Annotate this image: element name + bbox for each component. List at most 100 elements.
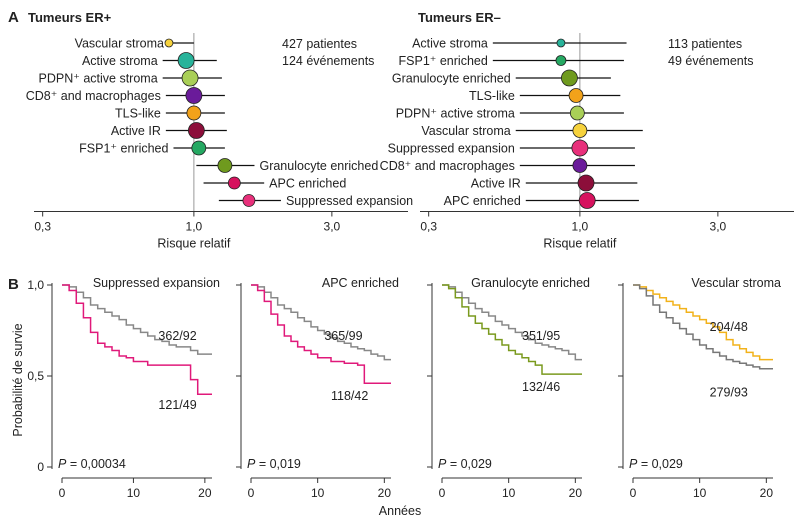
km-plot-vascular-stroma: 0 10 20 Vescular stroma 204/48 279/93 P = 0,02… <box>618 276 781 500</box>
hazard-ratio-point <box>578 192 596 209</box>
curve-count-label: 365/99 <box>324 329 362 343</box>
km-title: Granulocyte enriched <box>471 276 590 290</box>
p-value-label: P = 0,029 <box>629 457 683 471</box>
km-title: APC enriched <box>322 276 399 290</box>
row-label: CD8⁺ and macrophages <box>26 89 161 103</box>
row-label: Vascular stroma <box>75 37 164 51</box>
hazard-ratio-point <box>569 105 585 121</box>
survival-curve-0 <box>442 284 582 361</box>
x-tick-label: 1,0 <box>186 220 203 234</box>
forest-row-pdpn-active-stroma: PDPN⁺ active stroma <box>396 105 624 121</box>
row-label: Granulocyte enriched <box>259 159 378 173</box>
x-tick-label: 0,3 <box>34 220 51 234</box>
hazard-ratio-point <box>186 105 202 121</box>
curve-count-label: 204/48 <box>710 320 748 334</box>
x-tick-label: 0 <box>248 486 255 500</box>
row-label: Active IR <box>471 177 521 191</box>
km-title: Suppressed expansion <box>93 276 220 290</box>
p-value: = 0,019 <box>255 457 301 471</box>
km-x-axis-title: Années <box>379 504 421 518</box>
x-tick-label: 0,3 <box>420 220 437 234</box>
hazard-ratio-point <box>181 69 199 87</box>
panel-a-letter: A <box>8 9 19 26</box>
p-value-label: P = 0,00034 <box>58 457 126 471</box>
forest-row-suppressed-expansion: Suppressed expansion <box>218 194 413 208</box>
x-tick-label: 10 <box>502 486 516 500</box>
forest-row-suppressed-expansion: Suppressed expansion <box>388 139 635 157</box>
forest-plot-er-positive: Tumeurs ER+ 427 patientes 124 événements 0,… <box>26 10 413 251</box>
curve-count-label: 279/93 <box>710 385 748 399</box>
row-label: TLS-like <box>115 107 161 121</box>
p-symbol: P <box>629 457 638 471</box>
curve-count-label: 351/95 <box>522 329 560 343</box>
row-label: FSP1⁺ enriched <box>79 142 168 156</box>
x-tick-label: 10 <box>127 486 141 500</box>
curve-count-label: 362/92 <box>158 329 196 343</box>
survival-curve-1 <box>251 284 391 385</box>
forest-title: Tumeurs ER+ <box>28 10 112 25</box>
curve-count-label: 132/46 <box>522 380 560 394</box>
forest-annotation: 49 événements <box>668 54 753 68</box>
hazard-ratio-point <box>191 140 207 156</box>
hazard-ratio-point <box>242 194 256 207</box>
hazard-ratio-point <box>185 87 203 104</box>
p-value: = 0,00034 <box>66 457 125 471</box>
row-label: APC enriched <box>269 177 346 191</box>
x-tick-label: 10 <box>693 486 707 500</box>
hazard-ratio-point <box>164 38 174 48</box>
p-value: = 0,029 <box>446 457 492 471</box>
forest-row-granulocyte-enriched: Granulocyte enriched <box>196 158 378 173</box>
x-tick-label: 20 <box>198 486 212 500</box>
curve-count-label: 121/49 <box>158 398 196 412</box>
x-tick-label: 0 <box>630 486 637 500</box>
forest-annotation: 124 événements <box>282 54 374 68</box>
hazard-ratio-point <box>561 69 578 87</box>
forest-row-fsp1-enriched: FSP1⁺ enriched <box>79 140 225 156</box>
curve-count-label: 118/42 <box>331 389 368 403</box>
x-tick-label: 10 <box>311 486 325 500</box>
row-label: Vascular stroma <box>421 124 510 138</box>
panel-b-letter: B <box>8 276 19 293</box>
row-label: Active stroma <box>82 54 158 68</box>
row-label: Active stroma <box>412 37 488 51</box>
y-tick-label: 0,5 <box>27 369 44 383</box>
forest-x-axis-title: Risque relatif <box>157 237 230 251</box>
hazard-ratio-point <box>577 174 595 192</box>
hazard-ratio-point <box>556 38 566 48</box>
row-label: PDPN⁺ active stroma <box>396 107 515 121</box>
row-label: TLS-like <box>469 89 515 103</box>
km-plot-suppressed-expansion: 0 0,5 1,0 0 10 20 Suppressed expansion 362/92 12… <box>27 276 220 500</box>
km-y-axis-title: Probabilité de survie <box>11 323 25 436</box>
x-tick-label: 20 <box>378 486 392 500</box>
survival-curve-1 <box>442 284 582 375</box>
forest-row-vascular-stroma: Vascular stroma <box>421 123 643 138</box>
x-tick-label: 1,0 <box>572 220 589 234</box>
p-symbol: P <box>438 457 447 471</box>
x-tick-label: 0 <box>439 486 446 500</box>
p-value: = 0,029 <box>637 457 683 471</box>
forest-row-fsp1-enriched: FSP1⁺ enriched <box>399 54 624 68</box>
p-value-label: P = 0,019 <box>247 457 301 471</box>
forest-row-vascular-stroma: Vascular stroma <box>75 37 194 51</box>
forest-row-granulocyte-enriched: Granulocyte enriched <box>392 69 611 87</box>
forest-title: Tumeurs ER– <box>418 10 501 25</box>
forest-row-active-ir: Active IR <box>111 122 227 139</box>
survival-curve-0 <box>251 284 391 361</box>
row-label: APC enriched <box>444 194 521 208</box>
forest-row-active-ir: Active IR <box>471 174 638 192</box>
forest-row-tls-like: TLS-like <box>469 88 621 103</box>
forest-row-apc-enriched: APC enriched <box>444 192 639 209</box>
hazard-ratio-point <box>555 55 567 66</box>
forest-row-cd8-and-macrophages: CD8⁺ and macrophages <box>26 87 225 104</box>
forest-row-cd8-and-macrophages: CD8⁺ and macrophages <box>380 158 635 173</box>
survival-curve-0 <box>633 284 773 361</box>
km-title: Vescular stroma <box>691 276 781 290</box>
forest-row-tls-like: TLS-like <box>115 105 225 121</box>
forest-annotation: 427 patientes <box>282 37 357 51</box>
km-plot-granulocyte-enriched: 0 10 20 Granulocyte enriched 351/95 132/46 P =… <box>427 276 590 500</box>
row-label: Suppressed expansion <box>388 142 515 156</box>
km-plot-apc-enriched: 0 10 20 APC enriched 365/99 118/42 P = 0,019 <box>236 276 399 500</box>
x-tick-label: 20 <box>569 486 583 500</box>
p-value-label: P = 0,029 <box>438 457 492 471</box>
